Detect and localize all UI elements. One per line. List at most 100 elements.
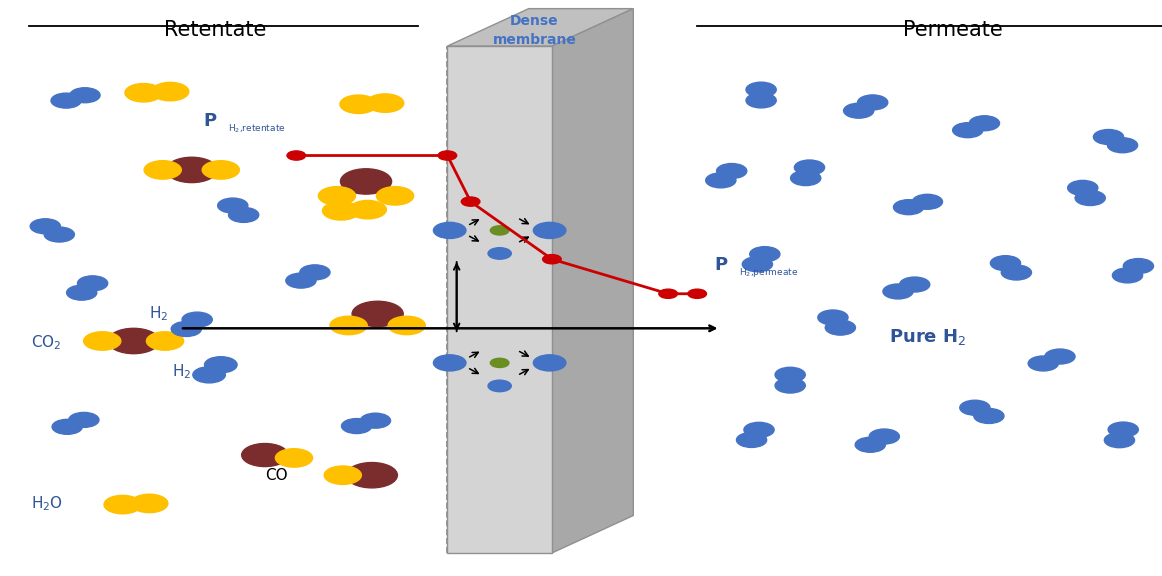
Circle shape (746, 82, 776, 97)
Circle shape (490, 358, 509, 367)
Circle shape (1107, 138, 1138, 153)
Text: H$_2$,permeate: H$_2$,permeate (739, 266, 798, 279)
Text: Retentate: Retentate (164, 20, 266, 40)
Circle shape (360, 413, 390, 428)
Circle shape (433, 222, 466, 238)
Circle shape (490, 226, 509, 235)
Circle shape (1075, 191, 1105, 206)
Circle shape (533, 355, 566, 371)
Text: CO$_2$: CO$_2$ (31, 334, 62, 352)
Text: H$_2$,retentate: H$_2$,retentate (228, 123, 286, 135)
Circle shape (912, 194, 942, 209)
Circle shape (844, 103, 874, 118)
Polygon shape (447, 46, 552, 553)
Circle shape (461, 197, 480, 206)
Circle shape (743, 257, 773, 272)
Circle shape (790, 170, 820, 185)
Circle shape (217, 198, 248, 213)
Circle shape (146, 332, 184, 350)
Circle shape (84, 332, 121, 350)
Circle shape (300, 265, 330, 280)
Circle shape (202, 161, 239, 179)
Circle shape (66, 285, 96, 300)
Text: Permeate: Permeate (903, 20, 1003, 40)
Polygon shape (447, 9, 633, 46)
Circle shape (795, 160, 825, 175)
Circle shape (775, 367, 805, 382)
Circle shape (438, 151, 457, 160)
Circle shape (1124, 259, 1154, 274)
Circle shape (144, 161, 181, 179)
Circle shape (969, 116, 999, 131)
Circle shape (352, 301, 403, 327)
Circle shape (818, 310, 848, 325)
Circle shape (543, 255, 561, 264)
Text: Dense
membrane: Dense membrane (493, 14, 576, 47)
Circle shape (960, 400, 990, 415)
Circle shape (205, 357, 237, 373)
Circle shape (953, 123, 983, 138)
Circle shape (340, 169, 392, 194)
Circle shape (70, 88, 100, 103)
Circle shape (324, 466, 361, 484)
Circle shape (775, 378, 805, 393)
Circle shape (330, 316, 367, 335)
Circle shape (242, 444, 288, 467)
Circle shape (1045, 349, 1075, 364)
Circle shape (858, 95, 888, 110)
Circle shape (287, 151, 306, 160)
Circle shape (166, 157, 217, 183)
Circle shape (705, 173, 736, 188)
Circle shape (1112, 268, 1142, 283)
Circle shape (717, 164, 747, 179)
Circle shape (130, 494, 167, 513)
Circle shape (151, 82, 188, 101)
Circle shape (659, 289, 677, 298)
Circle shape (388, 316, 425, 335)
Circle shape (349, 200, 386, 219)
Text: H$_2$: H$_2$ (172, 362, 192, 381)
Circle shape (78, 276, 108, 291)
Circle shape (323, 202, 360, 220)
Circle shape (30, 219, 60, 234)
Circle shape (171, 321, 201, 336)
Circle shape (286, 273, 316, 288)
Circle shape (746, 93, 776, 108)
Circle shape (275, 449, 313, 467)
Text: P: P (203, 112, 216, 130)
Circle shape (1104, 433, 1134, 448)
Circle shape (125, 84, 163, 102)
Circle shape (488, 380, 511, 392)
Circle shape (1068, 180, 1098, 195)
Circle shape (737, 433, 767, 448)
Circle shape (193, 367, 225, 383)
Circle shape (883, 284, 913, 299)
Circle shape (869, 429, 899, 444)
Circle shape (894, 200, 924, 215)
Circle shape (974, 408, 1004, 423)
Circle shape (488, 248, 511, 259)
Circle shape (182, 312, 213, 327)
Circle shape (744, 422, 774, 437)
Circle shape (899, 277, 930, 292)
Text: Pure H$_2$: Pure H$_2$ (889, 327, 967, 347)
Circle shape (1109, 422, 1139, 437)
Circle shape (688, 289, 706, 298)
Circle shape (376, 187, 414, 205)
Circle shape (44, 227, 74, 242)
Text: CO: CO (265, 468, 287, 483)
Circle shape (533, 222, 566, 238)
Circle shape (825, 320, 855, 335)
Circle shape (433, 355, 466, 371)
Circle shape (229, 207, 259, 222)
Circle shape (51, 93, 81, 108)
Circle shape (1002, 265, 1032, 280)
Circle shape (1028, 356, 1059, 371)
Text: H$_2$: H$_2$ (149, 305, 168, 323)
Circle shape (69, 412, 99, 427)
Circle shape (1093, 130, 1124, 145)
Circle shape (105, 495, 142, 514)
Circle shape (342, 419, 372, 434)
Circle shape (855, 437, 885, 452)
Circle shape (52, 419, 83, 434)
